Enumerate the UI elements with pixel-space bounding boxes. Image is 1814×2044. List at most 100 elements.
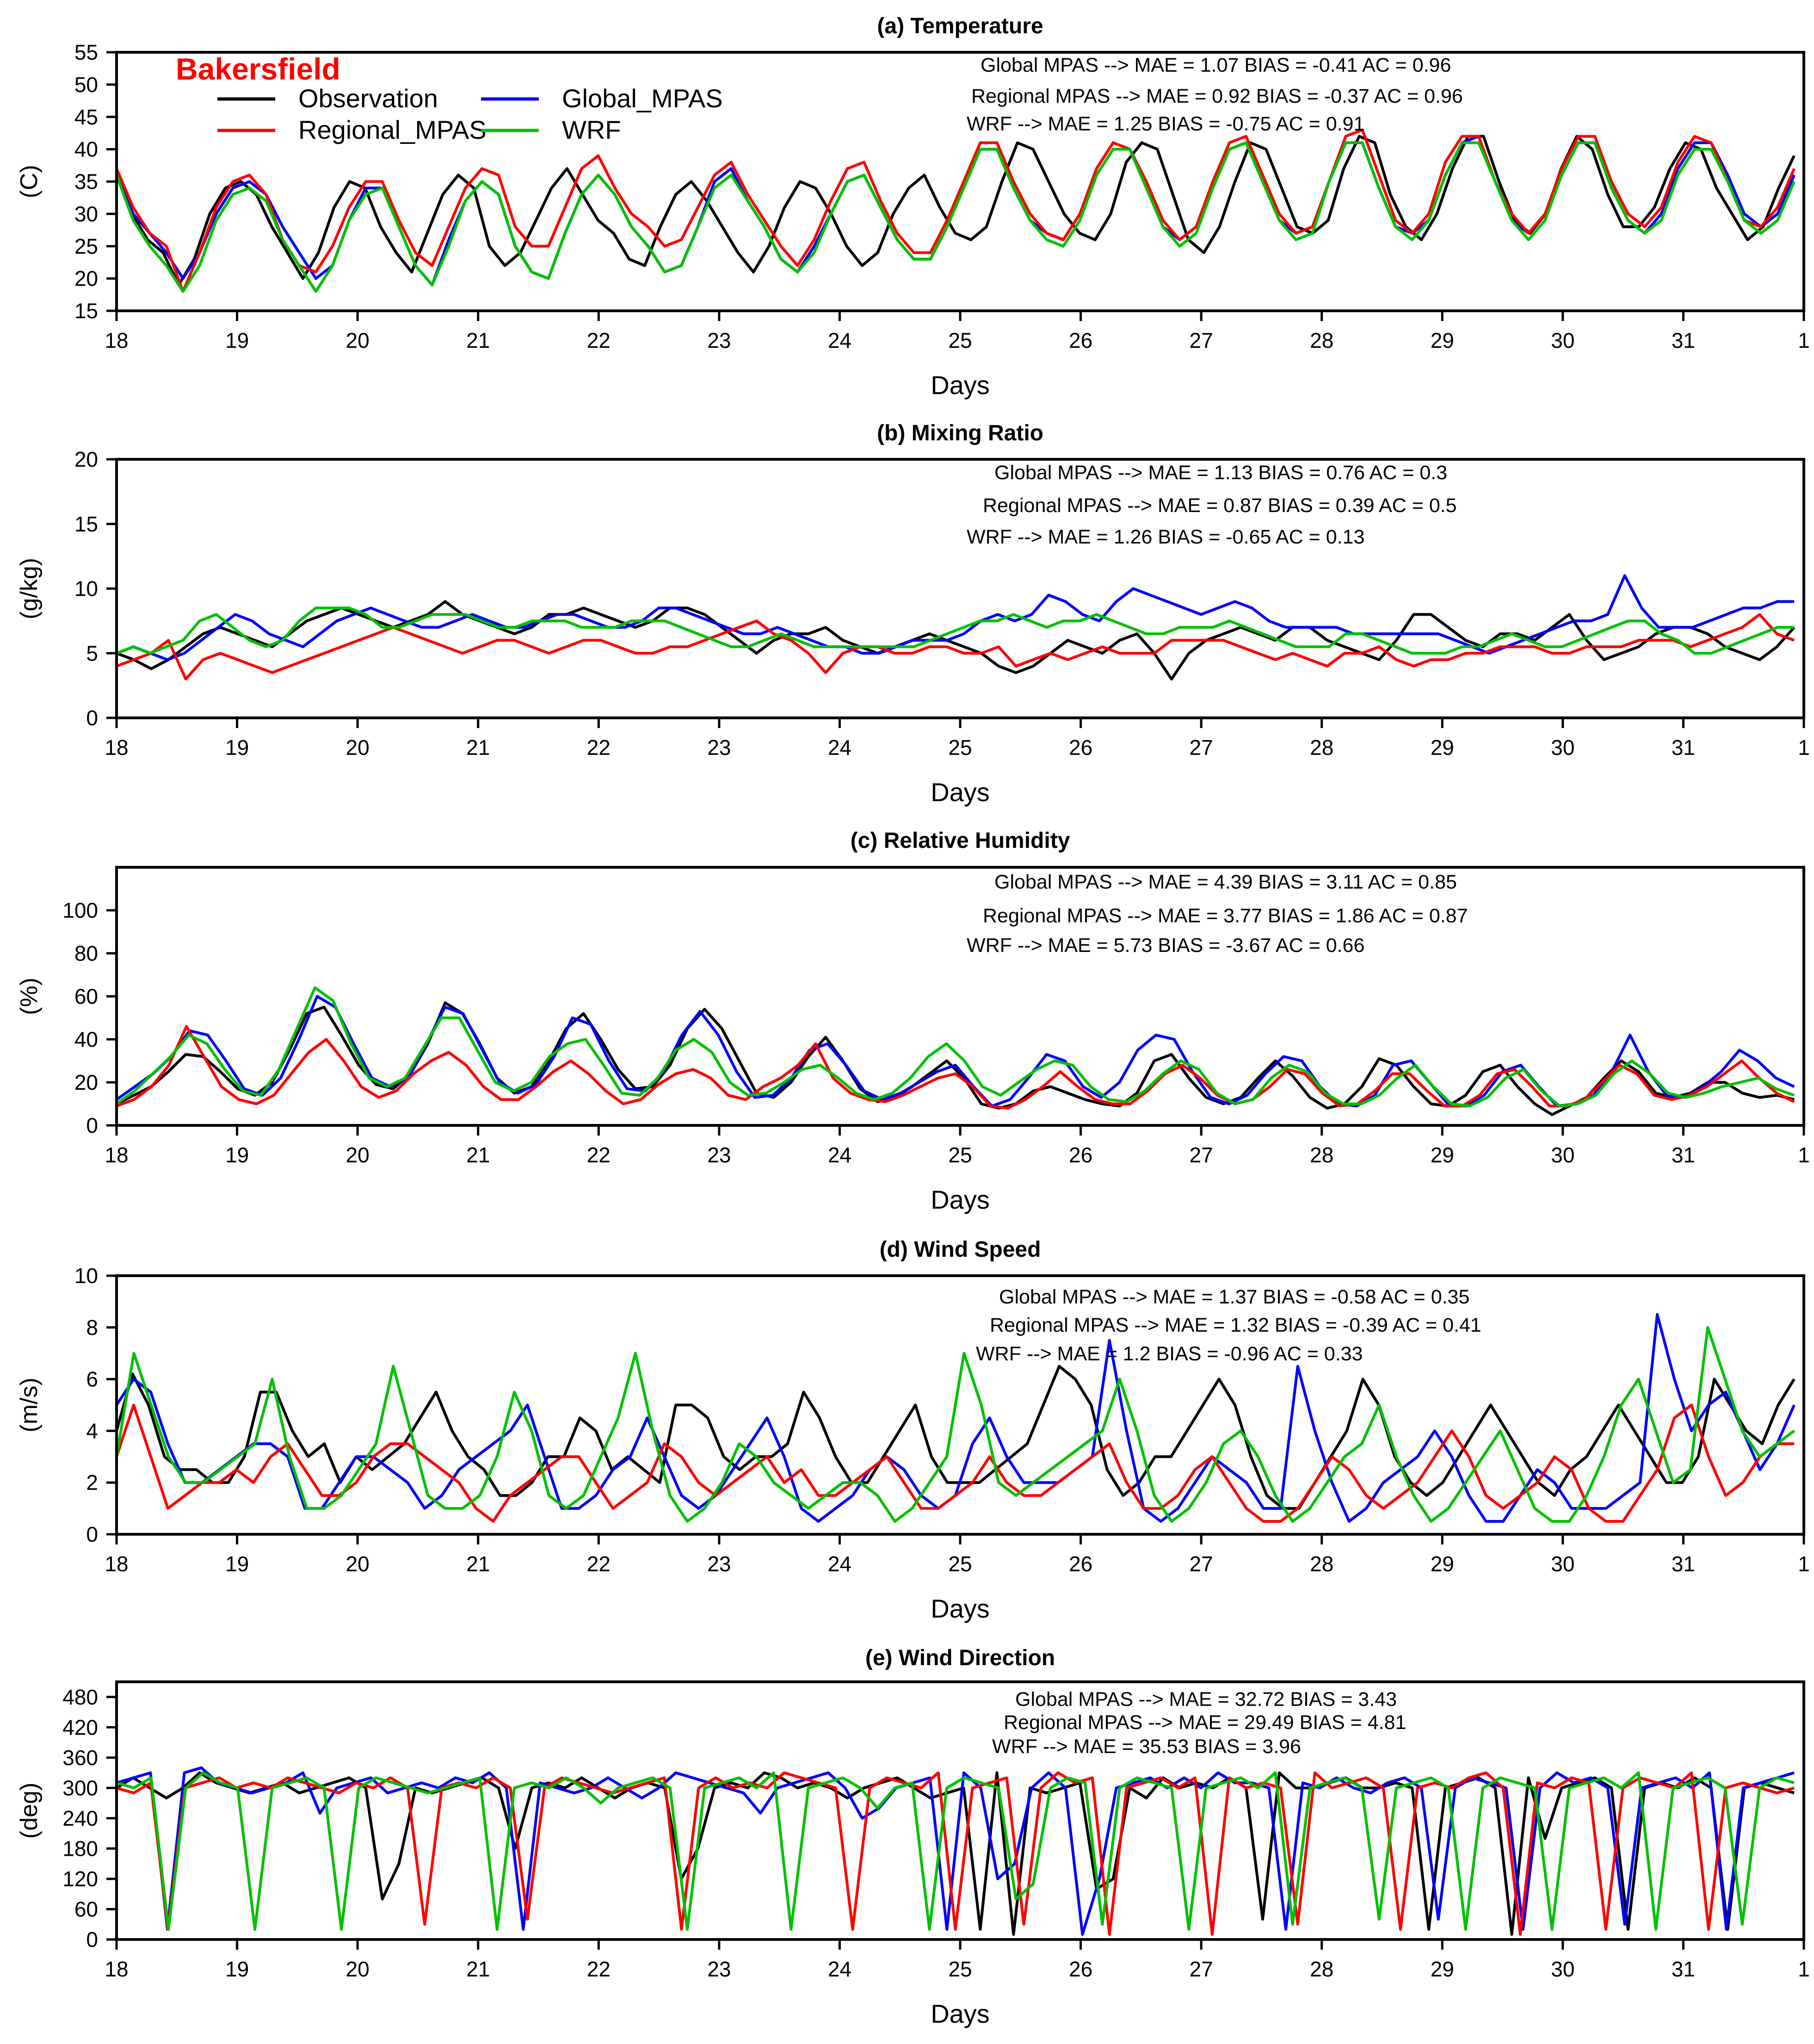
legend-label: Observation [298,84,438,113]
x-tick-label: 20 [346,735,370,760]
series-group [115,128,1795,293]
x-tick-label: 19 [225,328,249,352]
panel-3: (c) Relative Humidity 18 19 20 21 22 23 24 25 26 2… [16,828,1810,1214]
x-tick-label: 29 [1431,735,1454,760]
x-tick-label: 22 [587,328,611,352]
x-tick-label: 26 [1069,328,1092,352]
x-tick-label: 18 [105,1143,128,1167]
x-tick-label: 18 [105,1957,128,1981]
y-tick-label: 35 [74,170,98,194]
x-axis-label: Days [931,371,990,400]
y-tick-label: 10 [74,577,98,601]
y-tick-label: 360 [62,1746,98,1770]
x-tick-label: 24 [828,735,851,760]
x-tick-label: 21 [466,735,490,760]
y-tick-label: 480 [62,1685,98,1709]
series-line-wrf [116,986,1795,1108]
x-tick-label: 30 [1551,1552,1574,1576]
x-tick-label: 1 [1798,1143,1810,1167]
station-title: Bakersfield [176,52,340,86]
x-tick-label: 30 [1551,328,1574,352]
y-tick-label: 4 [86,1419,98,1443]
y-tick-label: 300 [62,1776,98,1800]
x-tick-label: 18 [105,735,128,760]
x-tick-label: 19 [225,1143,249,1167]
x-tick-label: 31 [1672,1957,1695,1981]
x-tick-label: 1 [1798,328,1810,352]
x-tick-label: 31 [1672,735,1695,760]
x-tick-label: 22 [587,1957,611,1981]
x-axis-label: Days [931,778,990,807]
y-tick-label: 40 [74,1027,98,1051]
x-tick-label: 29 [1431,328,1454,352]
x-tick-label: 21 [466,1957,490,1981]
y-tick-label: 45 [74,105,98,129]
x-tick-label: 26 [1069,1957,1092,1981]
x-tick-label: 21 [466,1552,490,1576]
x-tick-label: 22 [587,1552,611,1576]
plot-frame [115,458,1805,719]
stats-annotation: WRF --> MAE = 5.73 BIAS = -3.67 AC = 0.6… [967,934,1364,957]
stats-annotation: Global MPAS --> MAE = 4.39 BIAS = 3.11 A… [994,871,1457,893]
y-tick-label: 420 [62,1715,98,1739]
y-tick-label: 0 [86,1522,98,1546]
stats-annotation: Regional MPAS --> MAE = 1.32 BIAS = -0.3… [990,1314,1481,1336]
y-axis-label: (deg) [16,1783,43,1839]
x-tick-label: 22 [587,1143,611,1167]
y-tick-label: 120 [62,1867,98,1891]
x-tick-label: 30 [1551,1143,1574,1167]
stats-annotation: Global MPAS --> MAE = 1.37 BIAS = -0.58 … [999,1286,1469,1308]
series-line-global_mpas [116,1766,1795,1936]
x-tick-label: 20 [346,1143,370,1167]
series-line-wrf [115,141,1795,293]
series-line-global_mpas [116,574,1795,661]
series-line-observation [116,600,1795,681]
stats-annotation: Regional MPAS --> MAE = 3.77 BIAS = 1.86… [983,905,1468,927]
panel-title: (a) Temperature [877,14,1043,38]
x-tick-label: 20 [346,328,370,352]
y-tick-label: 80 [74,941,98,965]
y-tick-label: 20 [74,266,98,290]
y-tick-label: 40 [74,137,98,161]
panel-title: (b) Mixing Ratio [877,421,1043,445]
x-tick-label: 22 [587,735,611,760]
x-tick-label: 25 [948,328,972,352]
legend-label: Global_MPAS [562,84,723,113]
stats-annotation: Global MPAS --> MAE = 1.07 BIAS = -0.41 … [981,54,1451,76]
stats-annotation: Regional MPAS --> MAE = 0.92 BIAS = -0.3… [971,85,1463,107]
x-tick-label: 23 [707,735,731,760]
panel-title: (c) Relative Humidity [851,828,1070,853]
series-line-observation [116,1771,1795,1936]
x-tick-label: 26 [1069,1552,1092,1576]
y-tick-label: 240 [62,1806,98,1830]
x-tick-label: 27 [1190,1957,1213,1981]
x-tick-label: 28 [1310,1957,1333,1981]
y-tick-label: 60 [74,1897,98,1921]
series-line-regional_mpas [116,1771,1795,1936]
x-tick-label: 30 [1551,735,1574,760]
panel-5: (e) Wind Direction 18 19 20 21 22 23 24 25 26 27 28… [16,1646,1810,2028]
x-tick-label: 24 [828,1957,851,1981]
x-tick-label: 31 [1672,1143,1695,1167]
y-tick-label: 0 [86,1927,98,1951]
y-tick-label: 8 [86,1315,98,1340]
x-tick-label: 26 [1069,735,1092,760]
x-tick-label: 1 [1798,735,1810,760]
y-tick-label: 25 [74,234,98,258]
y-tick-label: 0 [86,706,98,730]
series-line-regional_mpas [115,1403,1795,1523]
x-tick-label: 29 [1431,1552,1454,1576]
y-tick-label: 180 [62,1836,98,1860]
y-tick-label: 5 [86,641,98,665]
legend-label: Regional_MPAS [298,115,487,144]
series-line-wrf [115,1326,1795,1523]
x-tick-label: 28 [1310,1552,1333,1576]
stats-annotation: Global MPAS --> MAE = 32.72 BIAS = 3.43 [1015,1688,1397,1711]
y-tick-label: 10 [74,1264,98,1288]
y-tick-label: 100 [62,898,98,922]
x-axis-label: Days [931,1999,990,2028]
plot-frame [115,866,1805,1127]
series-line-global_mpas [115,1313,1795,1523]
